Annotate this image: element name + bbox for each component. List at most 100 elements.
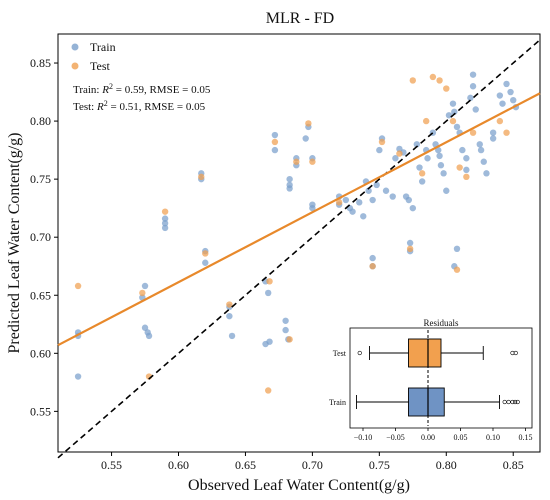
legend-marker-train [71, 43, 79, 51]
point-test [161, 208, 169, 215]
point-train [435, 146, 442, 154]
point-test [503, 129, 510, 136]
inset-title: Residuals [424, 318, 459, 328]
outlier-point [510, 399, 515, 405]
legend-marker-test [71, 62, 79, 70]
y-tick-label: 0.65 [30, 288, 51, 302]
point-test [266, 278, 273, 285]
outlier-point [513, 350, 518, 356]
metrics-annotation: Train: R2 = 0.59, RMSE = 0.05 Test: R2 =… [73, 82, 211, 113]
point-train [496, 92, 504, 99]
point-train [161, 215, 169, 222]
chart-title: MLR - FD [266, 10, 334, 27]
point-train [451, 108, 458, 115]
point-train [480, 158, 487, 165]
outlier-point [357, 350, 362, 356]
point-test [396, 150, 403, 157]
y-axis-ticks: 0.55 0.60 0.65 0.70 0.75 0.80 0.85 [30, 56, 58, 418]
point-test [449, 117, 457, 125]
point-train [373, 181, 380, 189]
point-train [302, 135, 309, 142]
x-tick-label: 0.70 [302, 458, 323, 472]
point-train [202, 259, 209, 266]
point-train [405, 196, 412, 204]
point-train [349, 208, 356, 215]
x-tick-label: 0.80 [436, 458, 457, 472]
point-train [369, 254, 376, 262]
point-train [499, 100, 506, 107]
outlier-point [512, 399, 518, 405]
point-test [286, 336, 293, 343]
x-tick-label: 0.55 [101, 458, 122, 472]
point-train [282, 317, 289, 324]
y-axis-label: Predicted Leaf Water Content(g/g) [6, 133, 23, 354]
point-train [449, 100, 457, 107]
x-tick-label: 0.65 [235, 458, 256, 472]
point-train [437, 162, 445, 169]
point-train [342, 196, 350, 204]
point-train [489, 135, 497, 142]
point-train [141, 324, 149, 331]
point-train [463, 155, 470, 162]
regression-fit-line [57, 92, 541, 347]
point-train [507, 88, 514, 96]
point-test [226, 301, 233, 308]
point-test [74, 282, 82, 290]
point-test [463, 173, 470, 181]
point-train [262, 340, 269, 348]
point-train [463, 166, 470, 174]
point-train [161, 220, 169, 227]
inset-x-tick-label: 0.15 [519, 433, 533, 442]
x-tick-label: 0.75 [369, 458, 390, 472]
inset-x-tick-label: 0.05 [454, 433, 468, 442]
inset-x-tick-label: −0.05 [386, 433, 405, 442]
point-train [418, 178, 426, 185]
test-r2-value: 0.51 [119, 101, 138, 113]
train-metrics-label: Train: [73, 84, 102, 96]
y-tick-label: 0.75 [30, 172, 51, 186]
point-train [440, 170, 447, 177]
point-train [472, 106, 479, 113]
point-test [293, 158, 300, 165]
reference-lines [57, 39, 541, 459]
point-test [305, 120, 312, 127]
train-metrics: Train: R2 = 0.59, RMSE = 0.05 [73, 82, 211, 96]
point-test [369, 263, 376, 270]
inset-x-tick-label: 0.10 [486, 433, 500, 442]
point-test [418, 170, 426, 177]
point-train [145, 332, 153, 340]
point-train [389, 193, 396, 200]
box-train [408, 387, 445, 417]
point-train [228, 332, 236, 340]
point-train [226, 312, 233, 320]
point-train [503, 80, 510, 88]
x-axis-label: Observed Leaf Water Content(g/g) [188, 477, 410, 494]
point-train [356, 199, 363, 206]
point-train [376, 146, 383, 154]
plot-frame [57, 33, 541, 453]
point-train [510, 96, 517, 104]
inset-category-label: Test [333, 349, 347, 358]
point-test [378, 138, 386, 146]
point-train [365, 187, 372, 194]
y-tick-label: 0.55 [30, 404, 51, 418]
point-train [459, 146, 466, 154]
point-train [141, 282, 149, 290]
point-train [309, 204, 316, 212]
y-tick-label: 0.85 [30, 56, 51, 70]
point-train [74, 373, 82, 380]
point-train [416, 164, 423, 171]
point-test [496, 117, 504, 125]
identity-line [57, 39, 541, 459]
point-train [286, 175, 293, 183]
inset-body: −0.10 −0.05 0.00 0.05 0.10 0.15 Test Train [329, 330, 533, 442]
point-test [422, 117, 430, 125]
point-test [443, 85, 450, 92]
train-rmse-value: 0.05 [191, 84, 211, 96]
plot-area: 0.55 0.60 0.65 0.70 0.75 0.80 0.85 0.55 0.60 0.6… [30, 33, 541, 472]
point-train [265, 289, 272, 297]
test-rmse-value: 0.05 [186, 101, 206, 113]
point-train [436, 152, 443, 160]
point-train [424, 155, 431, 162]
